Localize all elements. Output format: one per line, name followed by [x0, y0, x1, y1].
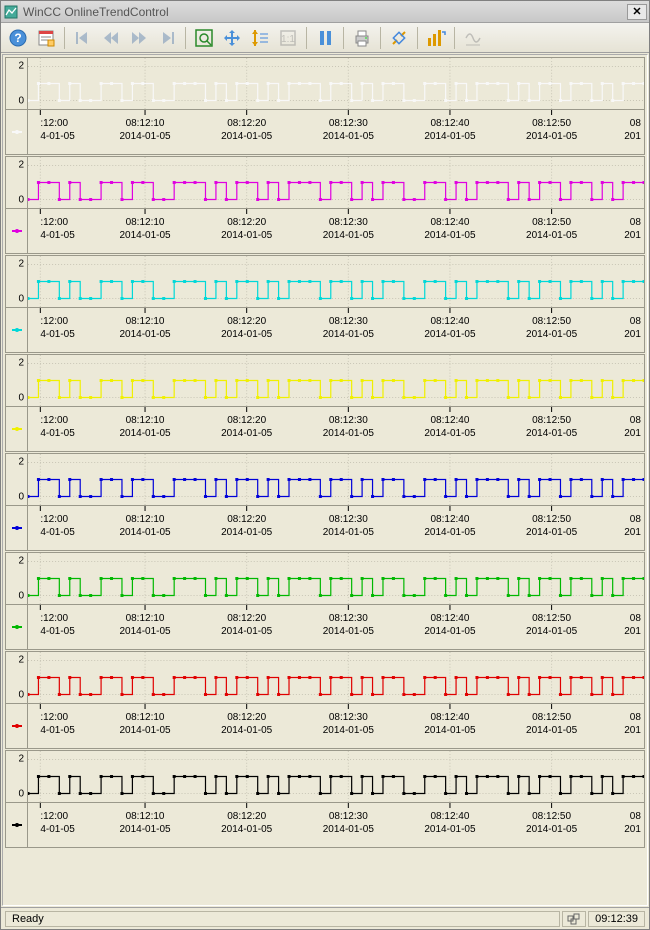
legend-swatch	[6, 308, 28, 352]
plot[interactable]	[28, 652, 644, 703]
connect-icon[interactable]	[386, 25, 412, 51]
legend-swatch	[6, 605, 28, 649]
trend-8: 02:12:004-01-0508:12:102014-01-0508:12:2…	[5, 750, 645, 848]
x-axis: :12:004-01-0508:12:102014-01-0508:12:202…	[28, 605, 644, 649]
trend-6: 02:12:004-01-0508:12:102014-01-0508:12:2…	[5, 552, 645, 650]
plot[interactable]	[28, 157, 644, 208]
trend-7: 02:12:004-01-0508:12:102014-01-0508:12:2…	[5, 651, 645, 749]
x-axis: :12:004-01-0508:12:102014-01-0508:12:202…	[28, 803, 644, 847]
trend-4: 02:12:004-01-0508:12:102014-01-0508:12:2…	[5, 354, 645, 452]
plot[interactable]	[28, 256, 644, 307]
svg-text:1:1: 1:1	[281, 34, 295, 45]
status-text: Ready	[5, 911, 560, 927]
status-time: 09:12:39	[588, 911, 645, 927]
y-axis: 02	[6, 58, 28, 109]
y-axis: 02	[6, 454, 28, 505]
x-axis: :12:004-01-0508:12:102014-01-0508:12:202…	[28, 704, 644, 748]
legend-swatch	[6, 110, 28, 154]
plot[interactable]	[28, 751, 644, 802]
x-axis: :12:004-01-0508:12:102014-01-0508:12:202…	[28, 308, 644, 352]
trend-1: 02:12:004-01-0508:12:102014-01-0508:12:2…	[5, 57, 645, 155]
y-axis: 02	[6, 256, 28, 307]
y-axis: 02	[6, 157, 28, 208]
trend-3: 02:12:004-01-0508:12:102014-01-0508:12:2…	[5, 255, 645, 353]
x-axis: :12:004-01-0508:12:102014-01-0508:12:202…	[28, 506, 644, 550]
trend-area: 02:12:004-01-0508:12:102014-01-0508:12:2…	[2, 54, 648, 906]
legend-swatch	[6, 506, 28, 550]
zoom-axis-icon[interactable]	[247, 25, 273, 51]
relative-axis-icon	[460, 25, 486, 51]
x-axis: :12:004-01-0508:12:102014-01-0508:12:202…	[28, 110, 644, 154]
legend-swatch	[6, 803, 28, 847]
y-axis: 02	[6, 355, 28, 406]
print-icon[interactable]	[349, 25, 375, 51]
toolbar: ? 1:1	[1, 23, 649, 53]
legend-swatch	[6, 209, 28, 253]
zoom-area-icon[interactable]	[191, 25, 217, 51]
legend-swatch	[6, 704, 28, 748]
original-view-icon: 1:1	[275, 25, 301, 51]
window-title: WinCC OnlineTrendControl	[23, 5, 627, 19]
stats-icon[interactable]	[423, 25, 449, 51]
statusbar: Ready 09:12:39	[1, 907, 649, 929]
plot[interactable]	[28, 58, 644, 109]
titlebar: WinCC OnlineTrendControl ✕	[1, 1, 649, 23]
next-record-icon	[126, 25, 152, 51]
prev-record-icon	[98, 25, 124, 51]
last-record-icon	[154, 25, 180, 51]
svg-text:?: ?	[14, 31, 21, 45]
x-axis: :12:004-01-0508:12:102014-01-0508:12:202…	[28, 209, 644, 253]
pause-icon[interactable]	[312, 25, 338, 51]
plot[interactable]	[28, 553, 644, 604]
move-icon[interactable]	[219, 25, 245, 51]
first-record-icon	[70, 25, 96, 51]
plot[interactable]	[28, 355, 644, 406]
status-icon	[562, 911, 586, 927]
help-icon[interactable]: ?	[5, 25, 31, 51]
y-axis: 02	[6, 751, 28, 802]
plot[interactable]	[28, 454, 644, 505]
close-button[interactable]: ✕	[627, 4, 647, 20]
x-axis: :12:004-01-0508:12:102014-01-0508:12:202…	[28, 407, 644, 451]
legend-swatch	[6, 407, 28, 451]
config-dialog-icon[interactable]	[33, 25, 59, 51]
trend-2: 02:12:004-01-0508:12:102014-01-0508:12:2…	[5, 156, 645, 254]
y-axis: 02	[6, 652, 28, 703]
app-icon	[3, 4, 19, 20]
y-axis: 02	[6, 553, 28, 604]
trend-5: 02:12:004-01-0508:12:102014-01-0508:12:2…	[5, 453, 645, 551]
